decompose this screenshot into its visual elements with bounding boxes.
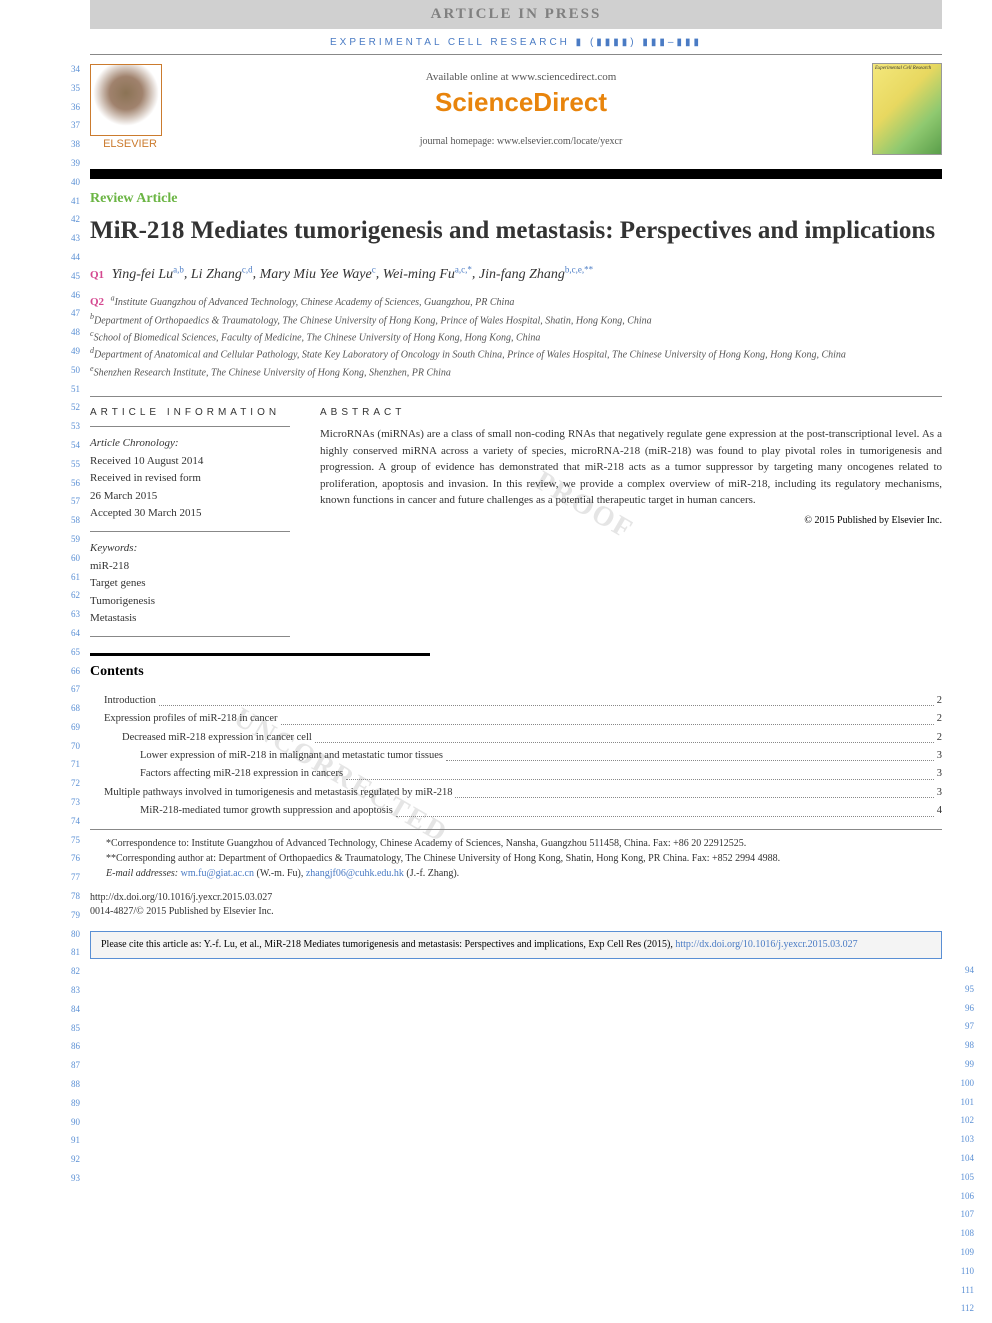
toc-entry[interactable]: Factors affecting miR-218 expression in … [104,765,942,783]
affiliation: cSchool of Biomedical Sciences, Faculty … [90,328,942,345]
line-numbers-left: 3435363738394041424344454647484950515253… [60,60,80,1188]
keyword-item: Metastasis [90,610,290,628]
email-link-1[interactable]: wm.fu@giat.ac.cn [181,868,254,879]
toc-entry[interactable]: Introduction2 [104,692,942,710]
cite-link[interactable]: http://dx.doi.org/10.1016/j.yexcr.2015.0… [675,939,857,950]
journal-cover-thumbnail: Experimental Cell Research [872,63,942,155]
affiliation: dDepartment of Anatomical and Cellular P… [90,345,942,362]
article-in-press-banner: ARTICLE IN PRESS [90,0,942,29]
black-divider-bar [90,169,942,179]
cite-text: Please cite this article as: Y.-f. Lu, e… [101,939,675,950]
chronology-item: Accepted 30 March 2015 [90,505,290,523]
affiliation: bDepartment of Orthopaedics & Traumatolo… [90,311,942,328]
keyword-item: Target genes [90,575,290,593]
available-online-text: Available online at www.sciencedirect.co… [170,71,872,83]
article-type: Review Article [90,191,942,207]
affiliations-block: Q2 aInstitute Guangzhou of Advanced Tech… [90,293,942,380]
email-link-2[interactable]: zhangjf06@cuhk.edu.hk [306,868,404,879]
affiliation: eShenzhen Research Institute, The Chines… [90,363,942,380]
doi-block: http://dx.doi.org/10.1016/j.yexcr.2015.0… [90,891,942,919]
keyword-item: miR-218 [90,558,290,576]
keywords-label: Keywords: [90,540,290,558]
abstract-heading: ABSTRACT [320,407,942,418]
header-box: ELSEVIER Available online at www.science… [90,54,942,163]
correspondence-1: *Correspondence to: Institute Guangzhou … [90,836,942,851]
email-name-1: (W.-m. Fu), [256,868,303,879]
doi-url[interactable]: http://dx.doi.org/10.1016/j.yexcr.2015.0… [90,891,942,905]
table-of-contents: Introduction2Expression profiles of miR-… [104,692,942,821]
article-information-heading: ARTICLE INFORMATION [90,407,290,418]
journal-reference: EXPERIMENTAL CELL RESEARCH ▮ (▮▮▮▮) ▮▮▮–… [90,37,942,48]
issn-line: 0014-4827/© 2015 Published by Elsevier I… [90,905,942,919]
author: Li Zhangc,d [191,267,253,282]
email-label: E-mail addresses: [106,868,178,879]
footnotes-block: *Correspondence to: Institute Guangzhou … [90,829,942,881]
chronology-item: 26 March 2015 [90,488,290,506]
copyright-text: © 2015 Published by Elsevier Inc. [320,515,942,526]
toc-entry[interactable]: Decreased miR-218 expression in cancer c… [104,729,942,747]
sciencedirect-logo[interactable]: ScienceDirect [170,87,872,118]
toc-entry[interactable]: Multiple pathways involved in tumorigene… [104,784,942,802]
toc-entry[interactable]: Lower expression of miR-218 in malignant… [104,747,942,765]
chronology-item: Received in revised form [90,470,290,488]
email-name-2: (J.-f. Zhang). [406,868,459,879]
query-label-q2: Q2 [90,296,104,308]
author: Ying-fei Lua,b [112,267,184,282]
contents-heading: Contents [90,653,430,680]
toc-entry[interactable]: MiR-218-mediated tumor growth suppressio… [104,802,942,820]
keyword-item: Tumorigenesis [90,593,290,611]
toc-entry[interactable]: Expression profiles of miR-218 in cancer… [104,710,942,728]
chronology-label: Article Chronology: [90,435,290,453]
author: Jin-fang Zhangb,c,e,** [479,267,593,282]
line-numbers-right: 9495969798991001011021031041051061071081… [952,961,974,1318]
journal-homepage[interactable]: journal homepage: www.elsevier.com/locat… [170,136,872,147]
authors-line: Q1 Ying-fei Lua,b, Li Zhangc,d, Mary Miu… [90,264,942,283]
chronology-item: Received 10 August 2014 [90,453,290,471]
elsevier-logo: ELSEVIER [90,64,170,154]
affiliation: aInstitute Guangzhou of Advanced Technol… [111,297,515,308]
correspondence-2: **Corresponding author at: Department of… [90,851,942,866]
author: Wei-ming Fua,c,* [383,267,472,282]
author: Mary Miu Yee Wayec [260,267,376,282]
citation-box: Please cite this article as: Y.-f. Lu, e… [90,931,942,959]
article-info-section: ARTICLE INFORMATION Article Chronology: … [90,396,942,637]
article-title: MiR-218 Mediates tumorigenesis and metas… [90,215,942,246]
abstract-text: MicroRNAs (miRNAs) are a class of small … [320,426,942,509]
query-label-q1: Q1 [90,269,104,281]
